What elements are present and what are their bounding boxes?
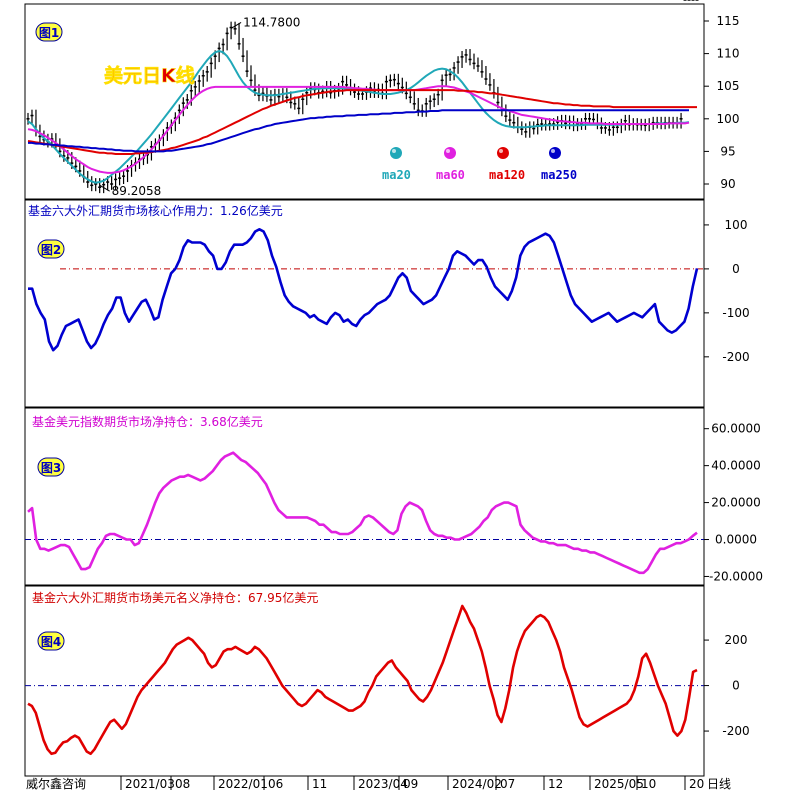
x-axis-label: 09: [403, 777, 418, 790]
p1-legend-ma20: ma20: [382, 168, 411, 182]
p4-title: 基金六大外汇期货市场美元名义净持仓：67.95亿美元: [32, 590, 318, 605]
p4-badge: 图4: [41, 635, 61, 649]
p2-ytick-label: -200: [722, 350, 749, 364]
p4-badge-bg: [37, 631, 65, 651]
p3-ytick-label: -20.0000: [709, 569, 763, 583]
p1-legend-marker-shine: [392, 149, 396, 153]
p4-series-line: [27, 604, 698, 756]
p1-ma250-line: [28, 109, 689, 153]
p1-legend-ma250: ma250: [541, 168, 577, 182]
p1-candles: [26, 0, 699, 194]
p1-legend-marker-shine: [446, 149, 450, 153]
p1-ytick-label: 115: [717, 14, 740, 28]
p1-legend-marker-ma60: [444, 147, 456, 159]
p1-high-pointer: [230, 22, 242, 29]
p2-badge: 图2: [41, 243, 61, 257]
p1-high-label: 114.7800: [243, 15, 300, 29]
p3-ytick-label: 40.0000: [711, 459, 761, 473]
p1-ytick-label: 105: [717, 79, 740, 93]
p1-ma120-line: [27, 89, 697, 155]
p3-series-line: [27, 451, 698, 575]
p3-ytick-label: 60.0000: [711, 422, 761, 436]
p4-ytick-label: 200: [725, 633, 748, 647]
x-axis-source: 威尔鑫咨询: [26, 776, 86, 790]
p3-ytick-label: 20.0000: [711, 496, 761, 510]
p2-series-line: [28, 228, 699, 352]
panel-3-frame: [24, 407, 705, 586]
p3-badge: 图3: [41, 461, 61, 475]
x-axis-label: 2023/04: [358, 777, 408, 790]
p1-legend-ma60: ma60: [436, 168, 465, 182]
p1-ma60-line: [27, 85, 690, 174]
panel-2-frame: [24, 199, 705, 408]
x-axis-label: 2024/02: [452, 777, 502, 790]
p1-ytick-label: 90: [720, 177, 735, 191]
panel-1-frame: [24, 3, 705, 200]
p1-badge: 图1: [39, 26, 59, 40]
p2-ytick-label: 100: [725, 218, 748, 232]
p1-ytick-label: 95: [720, 144, 735, 158]
panel-1-price: 90 95 100 105 110 115 114.7800 89.2058 美元日K线 ma20…: [26, 0, 740, 198]
x-axis-label: 08: [175, 777, 190, 790]
p1-low-label: 89.2058: [112, 184, 162, 198]
p4-ytick-label: 0: [732, 679, 740, 693]
x-axis-label: 12: [548, 777, 563, 790]
panel-frames: [24, 3, 705, 777]
p3-badge-bg: [37, 457, 65, 477]
p2-ytick-label: 0: [732, 262, 740, 276]
p3-title: 基金美元指数期货市场净持仓：3.68亿美元: [32, 414, 263, 429]
p1-ytick-label: 110: [717, 47, 740, 61]
p2-badge-bg: [37, 239, 65, 259]
p1-ytick-label: 100: [717, 112, 740, 126]
panel-3-dxy-net: 60.0000 40.0000 20.0000 0.0000 -20.0000 基金美元指…: [25, 414, 763, 583]
p1-legend-marker-ma20: [390, 147, 402, 159]
p2-ytick-label: -100: [722, 306, 749, 320]
p1-badge-bg: [35, 22, 63, 42]
p3-ytick-label: 0.0000: [715, 533, 757, 547]
x-axis-label: 20: [689, 777, 704, 790]
p1-title: 美元日K线: [104, 64, 195, 87]
x-axis-unit: 日线: [707, 777, 731, 790]
p1-legend-marker-ma250: [549, 147, 561, 159]
p1-legend-marker-shine: [551, 149, 555, 153]
x-axis-label: 06: [268, 777, 283, 790]
x-axis-label: 2021/03: [125, 777, 175, 790]
x-axis-label: 2022/01: [218, 777, 268, 790]
x-axis-label: 07: [500, 777, 515, 790]
x-axis-label: 11: [312, 777, 327, 790]
p1-legend-marker-shine: [499, 149, 503, 153]
p1-legend-marker-ma120: [497, 147, 509, 159]
x-axis-label: 2025/05: [594, 777, 644, 790]
p4-ytick-label: -200: [722, 724, 749, 738]
p2-title: 基金六大外汇期货市场核心作用力：1.26亿美元: [28, 203, 283, 218]
panel-4-frame: [24, 585, 705, 777]
p1-low-pointer: [99, 184, 110, 192]
p1-legend-ma120: ma120: [489, 168, 525, 182]
x-axis-label: 10: [641, 777, 656, 790]
